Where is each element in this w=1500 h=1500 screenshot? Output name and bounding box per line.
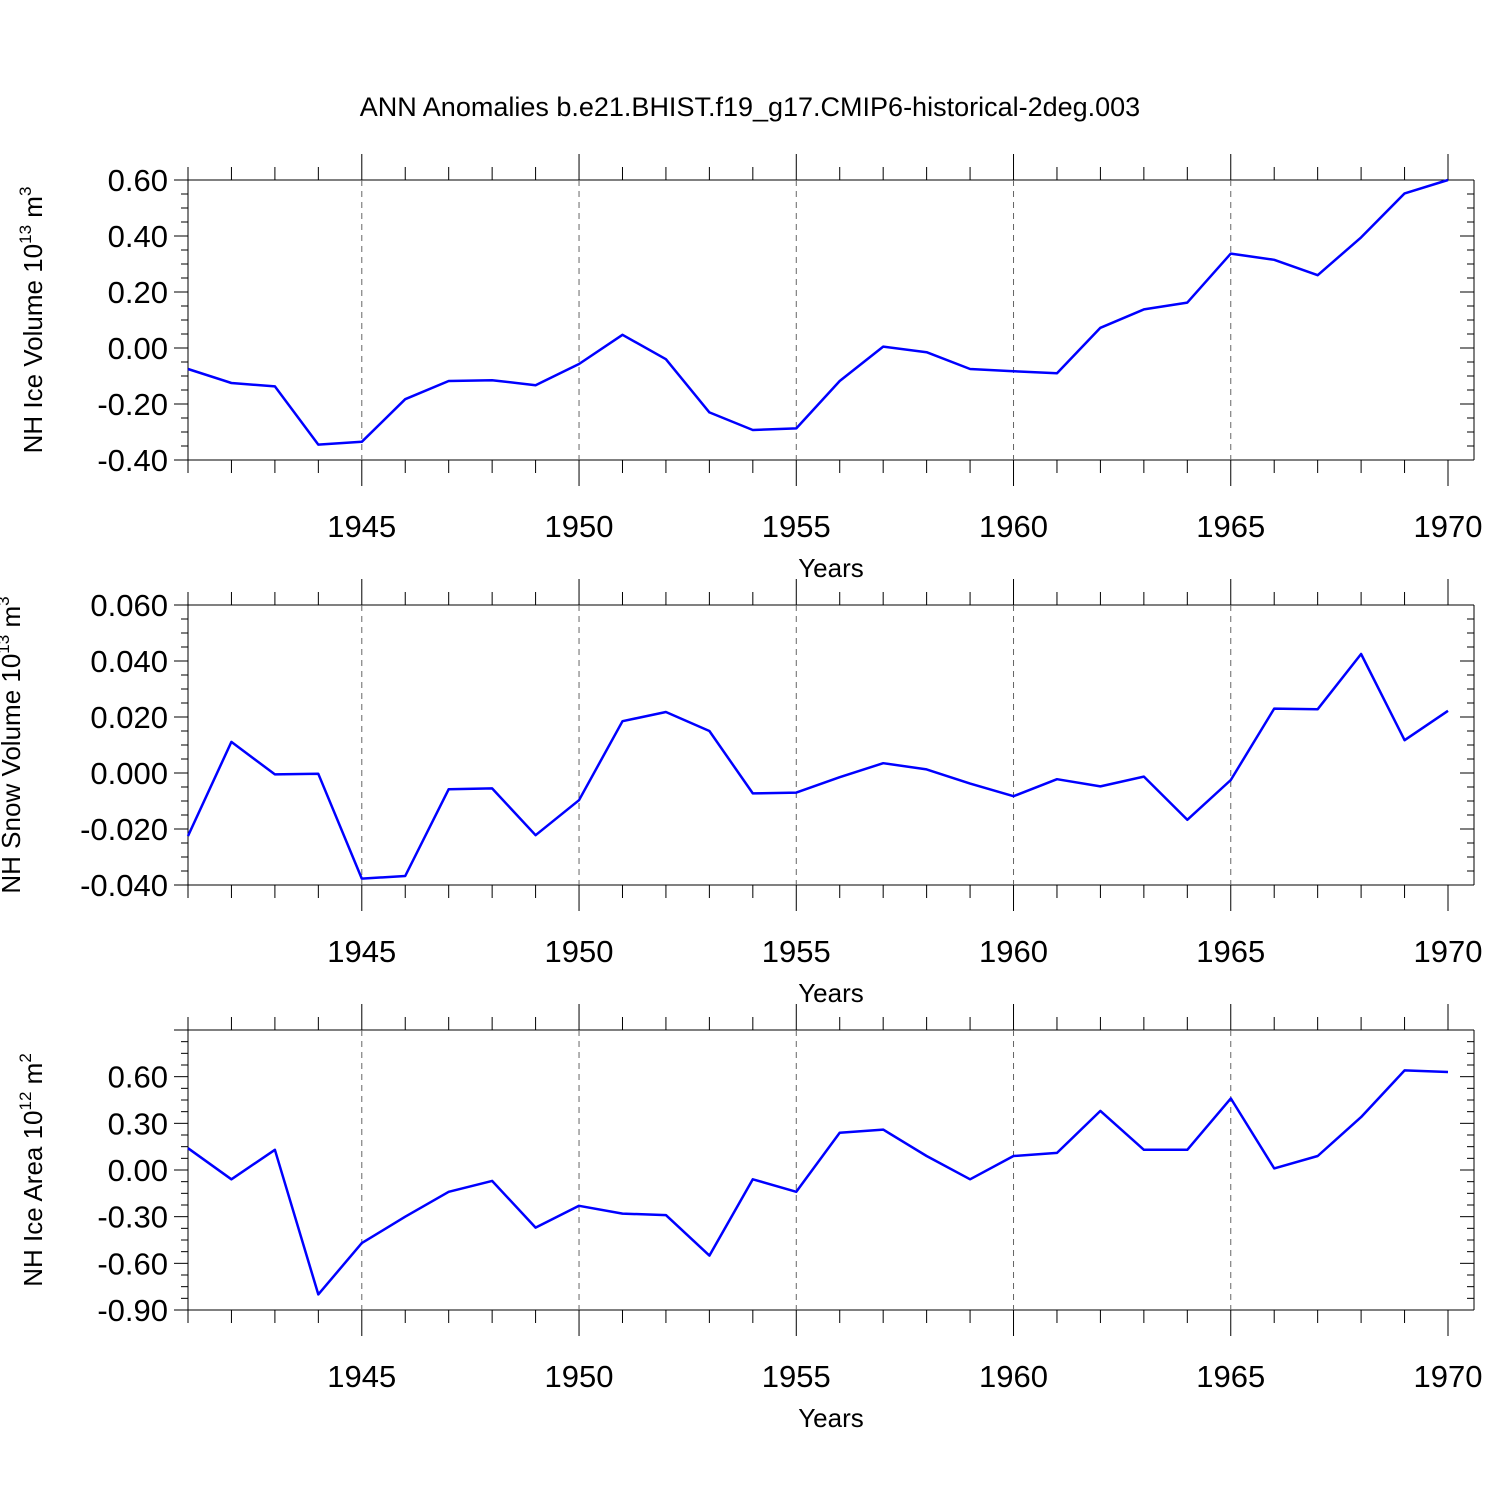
chart-panel-3: -0.90 -0.60 -0.30 0.00 0.30 0.60 1945 1950 1955 1… bbox=[16, 1004, 1482, 1433]
x-tick-label: 1945 bbox=[327, 509, 396, 544]
y-tick-label: -0.30 bbox=[97, 1200, 168, 1235]
y-tick-label: -0.020 bbox=[80, 812, 168, 847]
x-tick-label: 1955 bbox=[762, 934, 831, 969]
y-tick-label: 0.20 bbox=[108, 275, 168, 310]
x-axis-label: Years bbox=[798, 1403, 864, 1433]
x-tick-label: 1965 bbox=[1196, 509, 1265, 544]
chart-title: ANN Anomalies b.e21.BHIST.f19_g17.CMIP6-… bbox=[360, 92, 1140, 122]
series-line bbox=[186, 652, 1449, 880]
plot-frame bbox=[187, 604, 1475, 886]
x-tick-label: 1950 bbox=[545, 509, 614, 544]
y-tick-label: 0.00 bbox=[108, 1153, 168, 1188]
y-tick-label: -0.040 bbox=[80, 868, 168, 903]
x-tick-label: 1950 bbox=[545, 934, 614, 969]
x-tick-label: 1945 bbox=[327, 1359, 396, 1394]
x-tick-label: 1965 bbox=[1196, 934, 1265, 969]
y-axis-label: NH Snow Volume 1013 m3 bbox=[0, 596, 26, 893]
y-tick-label: 0.60 bbox=[108, 163, 168, 198]
y-tick-label: 0.40 bbox=[108, 219, 168, 254]
x-tick-label: 1955 bbox=[762, 509, 831, 544]
y-tick-label: 0.000 bbox=[90, 756, 168, 791]
x-tick-label: 1960 bbox=[979, 1359, 1048, 1394]
y-tick-label: 0.020 bbox=[90, 700, 168, 735]
y-tick-label: -0.60 bbox=[97, 1246, 168, 1281]
y-tick-label: 0.00 bbox=[108, 331, 168, 366]
x-tick-label: 1945 bbox=[327, 934, 396, 969]
x-tick-label: 1960 bbox=[979, 509, 1048, 544]
y-tick-label: 0.60 bbox=[108, 1060, 168, 1095]
series-line bbox=[187, 178, 1449, 446]
y-tick-label: -0.40 bbox=[97, 443, 168, 478]
x-tick-label: 1970 bbox=[1414, 509, 1483, 544]
y-axis-label: NH Ice Area 1012 m2 bbox=[16, 1053, 48, 1287]
y-tick-label: 0.040 bbox=[90, 644, 168, 679]
chart-panel-1: -0.40 -0.20 0.00 0.20 0.40 0.60 1945 1950 1955 19… bbox=[16, 154, 1482, 583]
y-tick-label: 0.30 bbox=[108, 1106, 168, 1141]
chart-panel-2: -0.040 -0.020 0.000 0.020 0.040 0.060 1945 1950… bbox=[0, 579, 1482, 1008]
x-tick-label: 1960 bbox=[979, 934, 1048, 969]
plot-frame bbox=[187, 179, 1475, 461]
x-tick-label: 1970 bbox=[1414, 1359, 1483, 1394]
x-axis-label: Years bbox=[798, 553, 864, 583]
x-tick-label: 1955 bbox=[762, 1359, 831, 1394]
plot-frame bbox=[187, 1029, 1475, 1311]
y-tick-label: -0.20 bbox=[97, 387, 168, 422]
y-tick-label: -0.90 bbox=[97, 1293, 168, 1328]
series-line bbox=[187, 1069, 1449, 1296]
x-tick-label: 1970 bbox=[1414, 934, 1483, 969]
x-tick-label: 1965 bbox=[1196, 1359, 1265, 1394]
x-axis-label: Years bbox=[798, 978, 864, 1008]
y-tick-label: 0.060 bbox=[90, 588, 168, 623]
y-axis-label: NH Ice Volume 1013 m3 bbox=[16, 187, 48, 454]
x-tick-label: 1950 bbox=[545, 1359, 614, 1394]
